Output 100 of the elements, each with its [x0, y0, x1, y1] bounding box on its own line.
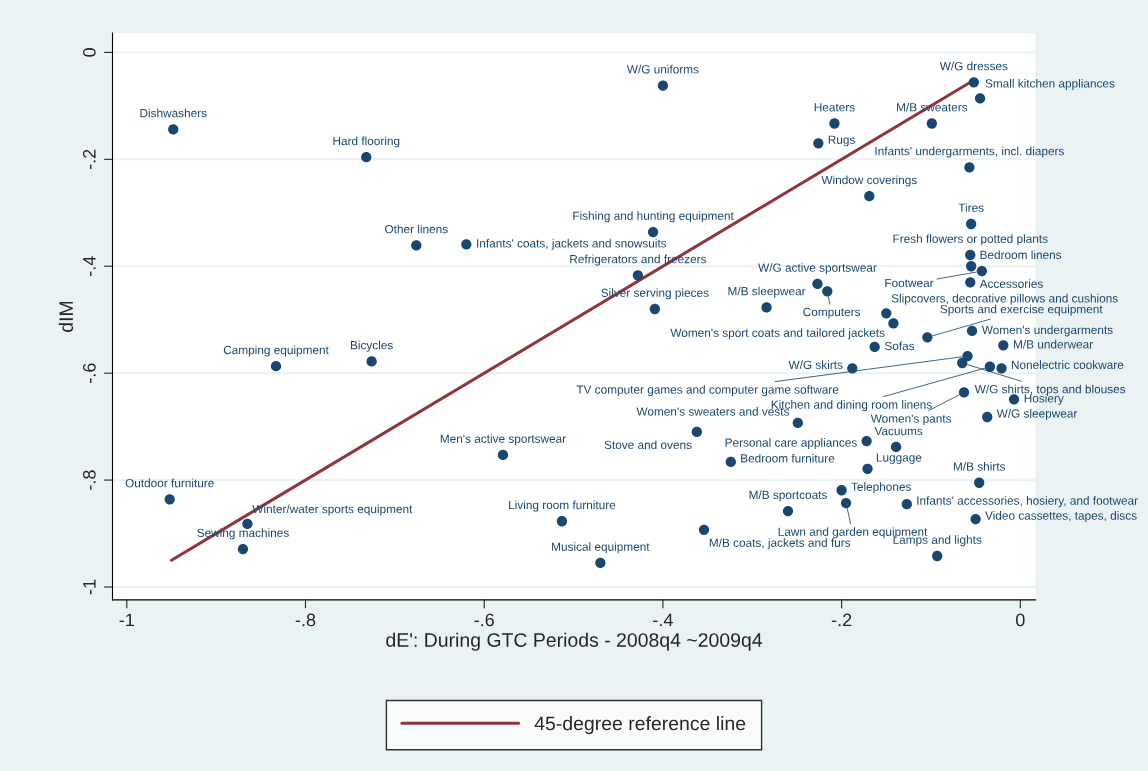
point — [926, 118, 937, 129]
point — [982, 411, 993, 423]
annotation: M/B coats, jackets and furs — [709, 538, 851, 550]
annotation: M/B shirts — [953, 462, 1006, 471]
annotation: Accessories — [979, 279, 1043, 288]
annotation: Bedroom linens — [980, 250, 1062, 260]
point — [168, 124, 179, 135]
x-tick-label: -.4 — [653, 613, 673, 627]
point — [862, 463, 873, 475]
annotation: Small kitchen appliances — [985, 78, 1115, 90]
point — [996, 363, 1007, 374]
point — [840, 497, 852, 509]
annotation: Sports and exercise equipment — [940, 304, 1103, 316]
point — [595, 557, 606, 569]
point — [864, 191, 875, 202]
annotation: Infants' accessories, hosiery, and footwear — [917, 496, 1138, 508]
point — [836, 485, 847, 496]
point — [966, 261, 977, 272]
point — [958, 387, 970, 398]
annotation: W/G active sportswear — [758, 263, 877, 275]
annotation: Tires — [958, 203, 984, 212]
point — [932, 550, 943, 562]
point — [361, 152, 372, 163]
annotation: W/G uniforms — [626, 64, 699, 74]
y-tick-label: -.8 — [82, 470, 96, 490]
point — [829, 118, 840, 129]
x-tick-label: -.8 — [295, 613, 316, 627]
annotation: Vacuums — [874, 426, 923, 436]
annotation: Men's active sportswear — [440, 434, 566, 446]
annotation: Telephones — [851, 482, 911, 494]
annotation: W/G sleepwear — [996, 408, 1078, 420]
point — [922, 332, 933, 343]
point — [556, 516, 568, 527]
annotation: Infants' undergarments, incl. diapers — [875, 146, 1064, 158]
point — [632, 270, 644, 281]
point — [890, 441, 902, 453]
point — [164, 494, 175, 505]
point — [813, 138, 824, 149]
point — [1008, 394, 1020, 405]
x-tick-label: -.6 — [474, 613, 494, 627]
point — [792, 417, 803, 429]
x-tick-label: -.2 — [831, 613, 852, 627]
annotation: Rugs — [828, 135, 855, 147]
point — [974, 93, 986, 104]
annotation: Luggage — [876, 453, 922, 464]
annotation: W/G skirts — [788, 360, 843, 370]
annotation: Women's pants — [870, 414, 952, 426]
point — [998, 340, 1009, 351]
point — [411, 240, 422, 251]
annotation: Video cassettes, tapes, discs — [985, 511, 1137, 523]
annotation: W/G dresses — [939, 61, 1008, 71]
annotation: Women's undergarments — [981, 325, 1113, 337]
annotation: Sofas — [884, 341, 915, 351]
point — [965, 277, 976, 288]
annotation: Dishwashers — [140, 108, 207, 118]
y-tick-label: -1 — [83, 579, 96, 595]
annotation: M/B sportcoats — [749, 490, 827, 502]
point — [964, 162, 975, 173]
annotation: Camping equipment — [223, 345, 329, 357]
annotation: Musical equipment — [552, 542, 650, 554]
annotation: Bedroom furniture — [741, 453, 835, 463]
point — [497, 449, 509, 461]
point — [691, 426, 703, 438]
annotation: Personal care appliances — [725, 438, 857, 450]
text: 45-degree reference line — [534, 716, 746, 735]
annotation: Fresh flowers or potted plants — [893, 234, 1048, 246]
annotation: Bicycles — [350, 340, 393, 352]
point — [965, 249, 976, 261]
point — [957, 357, 968, 369]
point — [649, 303, 661, 315]
annotation: Other linens — [385, 224, 448, 234]
point — [237, 543, 249, 555]
annotation: Outdoor furniture — [125, 478, 214, 488]
annotation: Window coverings — [821, 175, 917, 187]
annotation: M/B sleepwear — [728, 286, 806, 298]
point — [976, 265, 988, 277]
point — [966, 218, 977, 230]
annotation: Women's sweaters and vests — [636, 407, 789, 416]
point — [647, 226, 659, 238]
point — [725, 456, 736, 468]
y-tick-label: -.4 — [83, 256, 96, 276]
point — [974, 477, 985, 488]
annotation: Nonelectric cookware — [1011, 360, 1124, 370]
annotation: Slipcovers, decorative pillows and cushions — [891, 293, 1118, 305]
x-tick-label: -1 — [119, 613, 134, 627]
y-tick-label: -.6 — [82, 363, 96, 383]
annotation: Computers — [803, 307, 861, 319]
point — [869, 341, 880, 353]
y-tick-label: 0 — [82, 48, 96, 57]
annotation: W/G shirts, tops and blouses — [974, 384, 1126, 396]
point — [461, 239, 472, 250]
point — [270, 361, 282, 372]
annotation: Stove and ovens — [604, 440, 692, 450]
annotation: Hosiery — [1024, 393, 1064, 405]
y-axis-title: dIM — [58, 301, 74, 332]
annotation: Fishing and hunting equipment — [573, 211, 734, 223]
point — [812, 278, 823, 290]
annotation: Heaters — [814, 103, 855, 112]
point — [861, 435, 872, 447]
x-axis-title: dE': During GTC Periods - 2008q4 ~2009q4 — [386, 632, 763, 651]
